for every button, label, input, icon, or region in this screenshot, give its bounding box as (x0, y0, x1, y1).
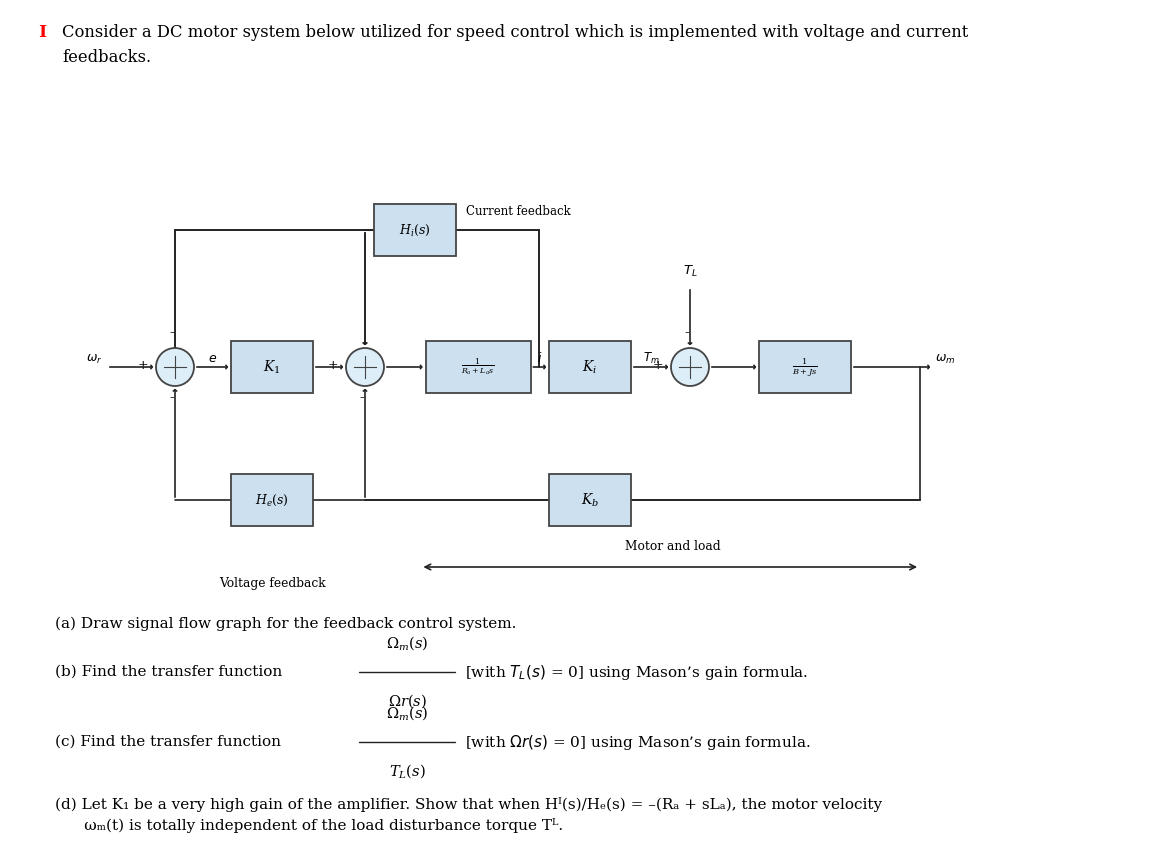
Text: $\frac{1}{R_a+L_a s}$: $\frac{1}{R_a+L_a s}$ (461, 357, 495, 377)
Text: $e$: $e$ (208, 352, 217, 365)
Text: (a) Draw signal flow graph for the feedback control system.: (a) Draw signal flow graph for the feedb… (55, 617, 517, 631)
Text: (d) Let K₁ be a very high gain of the amplifier. Show that when Hᴵ(s)/Hₑ(s) = –(: (d) Let K₁ be a very high gain of the am… (55, 797, 882, 833)
Text: $H_e(s)$: $H_e(s)$ (255, 492, 289, 508)
FancyBboxPatch shape (426, 341, 531, 393)
Text: $\Omega_m(s)$: $\Omega_m(s)$ (386, 705, 428, 722)
Text: -: - (360, 391, 364, 405)
Text: +: + (137, 359, 148, 371)
Text: (b) Find the transfer function: (b) Find the transfer function (55, 665, 282, 679)
Text: $T_L$: $T_L$ (682, 264, 697, 279)
FancyBboxPatch shape (374, 204, 456, 256)
Text: $\Omega_m(s)$: $\Omega_m(s)$ (386, 634, 428, 652)
Text: $\omega_m$: $\omega_m$ (935, 353, 956, 366)
Text: Voltage feedback: Voltage feedback (219, 577, 325, 590)
Text: Consider a DC motor system below utilized for speed control which is implemented: Consider a DC motor system below utilize… (62, 24, 968, 66)
Text: $i$: $i$ (537, 351, 542, 365)
Text: Current feedback: Current feedback (466, 205, 570, 218)
Circle shape (346, 348, 384, 386)
Text: $T_L(s)$: $T_L(s)$ (389, 762, 425, 780)
Text: $\Omega r(s)$: $\Omega r(s)$ (388, 692, 426, 710)
Text: +: + (652, 359, 663, 371)
Text: -: - (684, 326, 689, 340)
FancyBboxPatch shape (549, 474, 631, 526)
Text: $K_1$: $K_1$ (263, 359, 281, 376)
Text: $\frac{1}{B+Js}$: $\frac{1}{B+Js}$ (793, 355, 818, 379)
Text: [with $T_L(s)$ = 0] using Mason’s gain formula.: [with $T_L(s)$ = 0] using Mason’s gain f… (464, 663, 808, 682)
FancyBboxPatch shape (549, 341, 631, 393)
Text: $K_i$: $K_i$ (582, 359, 597, 376)
Text: -: - (170, 391, 175, 405)
Text: Motor and load: Motor and load (625, 540, 721, 553)
Text: $K_b$: $K_b$ (581, 492, 599, 509)
Text: $H_i(s)$: $H_i(s)$ (399, 222, 431, 238)
Text: $T_m$: $T_m$ (643, 350, 659, 366)
FancyBboxPatch shape (230, 474, 313, 526)
FancyBboxPatch shape (759, 341, 851, 393)
Text: I: I (38, 24, 47, 41)
Text: -: - (170, 326, 175, 340)
FancyBboxPatch shape (230, 341, 313, 393)
Text: +: + (327, 359, 338, 371)
Text: [with $\Omega r(s)$ = 0] using Mason’s gain formula.: [with $\Omega r(s)$ = 0] using Mason’s g… (464, 733, 810, 751)
Circle shape (156, 348, 194, 386)
Text: (c) Find the transfer function: (c) Find the transfer function (55, 735, 281, 749)
Circle shape (670, 348, 709, 386)
Text: $\omega_r$: $\omega_r$ (86, 353, 102, 366)
